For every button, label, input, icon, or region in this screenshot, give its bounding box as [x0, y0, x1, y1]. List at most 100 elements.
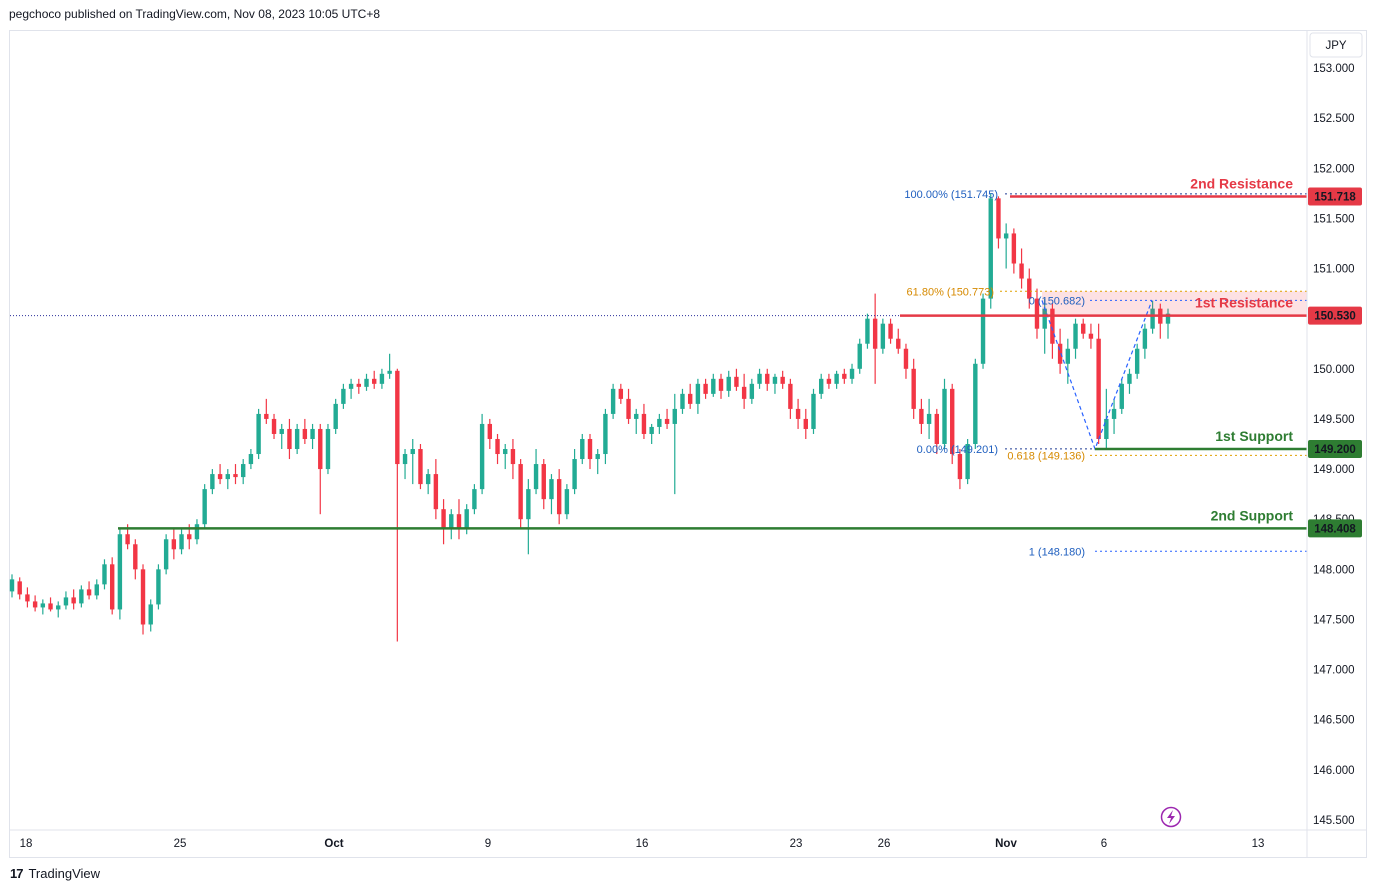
- price-tick-label: 145.500: [1313, 815, 1355, 827]
- currency-box[interactable]: [1309, 32, 1363, 58]
- candle-body: [657, 418, 662, 427]
- candle-body: [549, 479, 554, 500]
- 2nd-support-label: 2nd Support: [1211, 507, 1294, 523]
- time-tick-label: 26: [878, 838, 891, 850]
- candle-body: [472, 489, 477, 510]
- candle-body: [1150, 308, 1155, 329]
- tradingview-logo-icon: 17: [10, 866, 24, 881]
- candle-body: [79, 589, 84, 604]
- price-tick-label: 152.000: [1313, 163, 1355, 175]
- candle-body: [1003, 233, 1009, 239]
- candle-body: [379, 373, 385, 384]
- 1st-resistance-price-tag: [1308, 306, 1362, 325]
- price-tick-label: 149.000: [1313, 464, 1355, 476]
- candle-body: [526, 489, 531, 520]
- candle-body: [418, 449, 423, 485]
- candle-body: [634, 413, 639, 419]
- candle-body: [518, 464, 523, 520]
- candle-body: [626, 398, 631, 419]
- candle-body: [865, 318, 870, 344]
- annotations-group: 100.00% (151.745) 61.80% (150.773) 0.00% (…: [10, 176, 1307, 558]
- candle-body: [587, 438, 593, 460]
- candle-body: [1142, 328, 1148, 349]
- lightning-icon[interactable]: [1160, 806, 1182, 828]
- candle-body: [402, 454, 408, 465]
- candle-body: [664, 418, 670, 424]
- candle-body: [1096, 338, 1101, 439]
- time-tick-label: 16: [636, 838, 649, 850]
- candle-body: [1027, 278, 1032, 299]
- candle-body: [318, 428, 323, 470]
- candle-body: [325, 428, 331, 470]
- time-tick-label: Nov: [995, 838, 1017, 850]
- candle-body: [603, 413, 608, 455]
- 1st-resistance-price-text: 150.530: [1314, 311, 1356, 323]
- candle-body: [241, 464, 246, 478]
- candle-body: [703, 383, 708, 394]
- candle-body: [973, 363, 978, 444]
- candle-body: [926, 413, 932, 424]
- candle-body: [364, 378, 369, 387]
- candle-body: [310, 428, 315, 439]
- candle-body: [271, 418, 277, 434]
- 1st-resistance-label: 1st Resistance: [1195, 295, 1293, 311]
- candle-body: [533, 464, 539, 490]
- candle-body: [372, 378, 377, 384]
- candle-body: [17, 581, 22, 595]
- candle-body: [749, 383, 755, 399]
- candle-body: [495, 438, 500, 455]
- candle-body: [541, 464, 546, 500]
- candle-body: [86, 589, 92, 596]
- 2nd-resistance-label: 2nd Resistance: [1190, 176, 1293, 192]
- candle-body: [811, 393, 816, 429]
- candle-body: [56, 605, 61, 610]
- candle-body: [1034, 298, 1040, 329]
- candle-body: [896, 338, 901, 349]
- candle-body: [1065, 348, 1071, 364]
- candle-body: [425, 474, 431, 485]
- candle-body: [695, 383, 701, 404]
- candle-body: [487, 423, 493, 439]
- time-axis[interactable]: 18 25 Oct 9 16 23 26 Nov 6 13: [20, 838, 1265, 850]
- candle-body: [395, 370, 400, 465]
- candle-body: [988, 198, 993, 299]
- price-tick-label: 149.500: [1313, 414, 1355, 426]
- candle-body: [1104, 418, 1109, 439]
- candle-body: [163, 539, 169, 570]
- candle-body: [48, 603, 53, 610]
- candle-body: [1111, 408, 1117, 419]
- candle-body: [456, 514, 462, 530]
- footer-brand[interactable]: 17 TradingView: [10, 866, 100, 881]
- candle-body: [765, 373, 770, 384]
- candle-body: [819, 378, 824, 394]
- candle-body: [287, 428, 292, 450]
- candle-body: [880, 323, 886, 349]
- candle-body: [148, 604, 153, 625]
- candle-body: [734, 376, 739, 387]
- candle-body: [433, 474, 439, 510]
- candle-body: [780, 376, 785, 384]
- fib-0-label: 0.00% (149.201): [917, 444, 998, 456]
- time-tick-label: 6: [1101, 838, 1107, 850]
- candle-body: [842, 373, 847, 379]
- candle-body: [857, 343, 862, 369]
- candle-body: [503, 449, 508, 455]
- candle-body: [1134, 348, 1140, 374]
- candle-body: [356, 383, 361, 387]
- time-tick-label: Oct: [324, 838, 343, 850]
- candle-body: [9, 579, 15, 592]
- fib-ext-1-label: 1 (148.180): [1029, 546, 1085, 558]
- candle-body: [1165, 313, 1171, 324]
- candle-body: [1119, 383, 1124, 409]
- candle-body: [233, 474, 238, 478]
- candle-body: [171, 539, 177, 550]
- candle-body: [133, 544, 138, 570]
- chart-frame[interactable]: [9, 30, 1367, 858]
- fib-ext-618-label: 0.618 (149.136): [1007, 450, 1085, 462]
- candle-body: [1019, 263, 1024, 279]
- candle-body: [117, 534, 123, 610]
- candle-body: [911, 368, 916, 409]
- price-axis[interactable]: 145.500 146.000 146.500 147.000 147.500 148.0…: [1313, 63, 1355, 827]
- candle-body: [834, 373, 839, 384]
